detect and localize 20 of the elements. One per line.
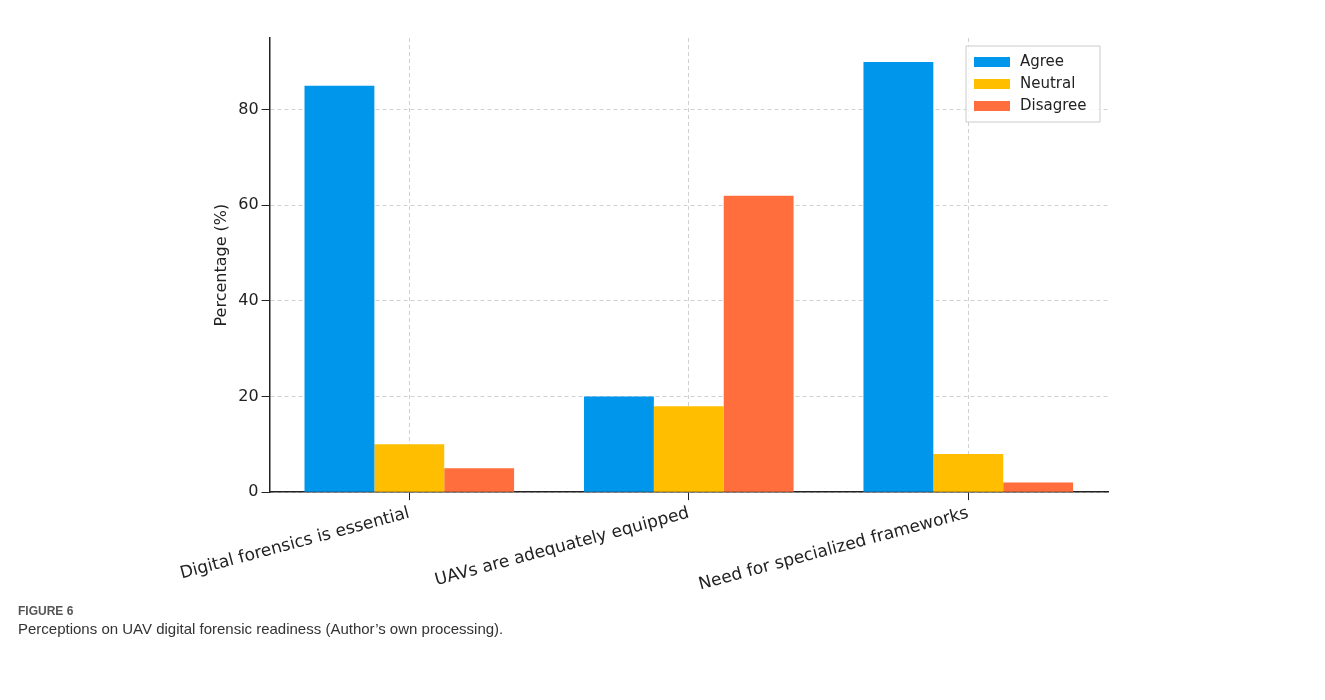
y-tick-label: 60 bbox=[238, 194, 259, 214]
y-axis-title: Percentage (%) bbox=[210, 203, 230, 327]
y-tick-label: 0 bbox=[248, 481, 259, 501]
bar bbox=[1003, 482, 1074, 492]
bar bbox=[583, 396, 654, 492]
bar bbox=[933, 453, 1004, 492]
y-tick-label: 20 bbox=[238, 385, 259, 405]
caption: FIGURE 6 bbox=[18, 604, 75, 618]
legend-label: Agree bbox=[1020, 51, 1065, 70]
bar bbox=[304, 85, 375, 492]
text: Perceptions on UAV digital forensic readiness (Author’s own processing). bbox=[18, 620, 505, 637]
bar bbox=[374, 444, 445, 492]
bar bbox=[723, 195, 794, 492]
y-tick-label: 80 bbox=[238, 98, 259, 118]
bar bbox=[863, 61, 934, 492]
bar bbox=[444, 468, 515, 492]
legend-label: Neutral bbox=[1020, 73, 1076, 92]
y-tick-label: 40 bbox=[238, 290, 259, 310]
bar bbox=[653, 406, 724, 492]
legend-label: Disagree bbox=[1020, 95, 1087, 114]
